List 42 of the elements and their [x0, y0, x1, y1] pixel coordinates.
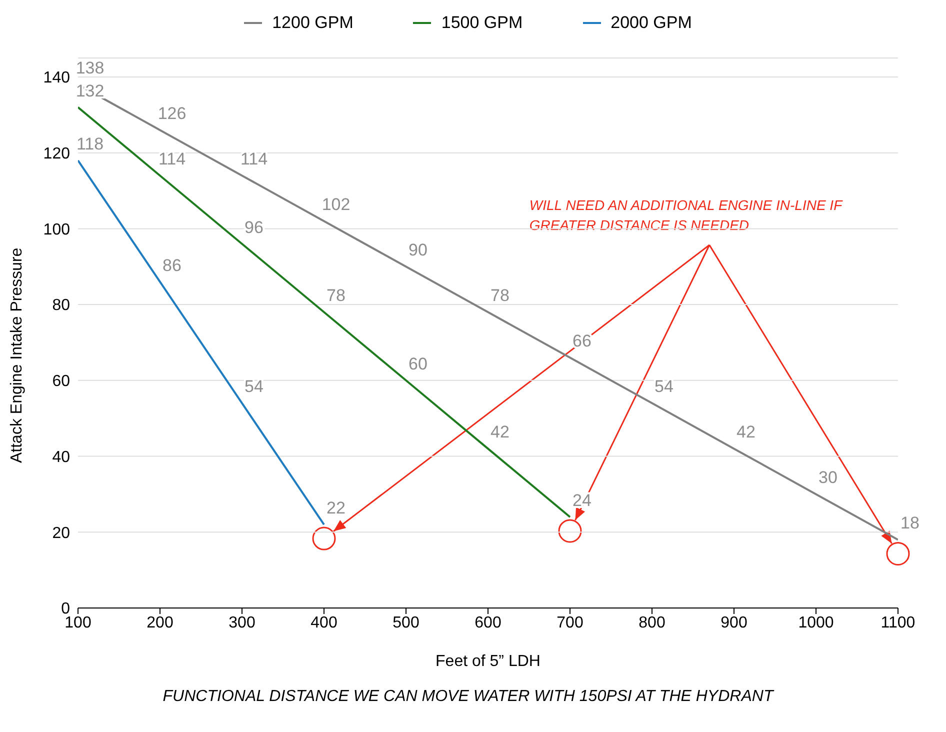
- data-label: 126: [158, 104, 186, 124]
- legend-label: 1500 GPM: [440, 13, 523, 33]
- data-label: 102: [322, 195, 350, 214]
- data-label: 54: [654, 377, 674, 396]
- data-label: 96: [244, 218, 264, 237]
- y-tick-label: 140: [43, 70, 70, 87]
- x-axis-title: Feet of 5” LDH: [436, 653, 540, 670]
- data-label: 30: [818, 468, 838, 488]
- data-label: 22: [326, 498, 346, 518]
- data-label: 114: [240, 150, 268, 169]
- x-tick-label: 1100: [880, 614, 916, 632]
- x-tick-label: 900: [720, 614, 748, 632]
- data-label: 42: [490, 422, 510, 442]
- y-tick-label: 20: [52, 524, 70, 542]
- legend-label: 1200 GPM: [271, 13, 354, 33]
- y-tick-label: 100: [43, 221, 70, 238]
- y-tick-label: 120: [43, 146, 70, 163]
- data-label: 78: [326, 286, 346, 306]
- text: FUNCTIONAL DISTANCE WE CAN MOVE WATER WITH 150PSI AT THE HYDRANT: [162, 688, 776, 706]
- data-label: 118: [76, 134, 104, 154]
- x-tick-label: 400: [310, 614, 338, 632]
- y-tick-label: 40: [52, 448, 70, 466]
- legend-label: 2000 GPM: [610, 13, 692, 33]
- data-label: 114: [158, 150, 186, 169]
- y-axis-title: Attack Engine Intake Pressure: [8, 248, 26, 463]
- data-label: 90: [408, 240, 428, 260]
- x-tick-label: 800: [638, 614, 666, 632]
- data-label: 78: [490, 286, 510, 306]
- data-label: 42: [736, 422, 756, 442]
- x-tick-label: 200: [146, 614, 174, 632]
- y-tick-label: 60: [52, 373, 70, 390]
- x-tick-label: 600: [474, 614, 502, 632]
- data-label: 86: [162, 256, 182, 275]
- data-label: 138: [76, 58, 104, 78]
- data-label: 54: [244, 377, 264, 396]
- x-tick-label: 1000: [798, 614, 834, 632]
- x-tick-label: 700: [556, 614, 584, 632]
- data-label: 60: [408, 354, 428, 374]
- x-tick-label: 300: [228, 614, 256, 632]
- x-tick-label: 500: [392, 614, 420, 632]
- y-tick-label: 80: [52, 297, 70, 314]
- data-label: 18: [900, 514, 920, 533]
